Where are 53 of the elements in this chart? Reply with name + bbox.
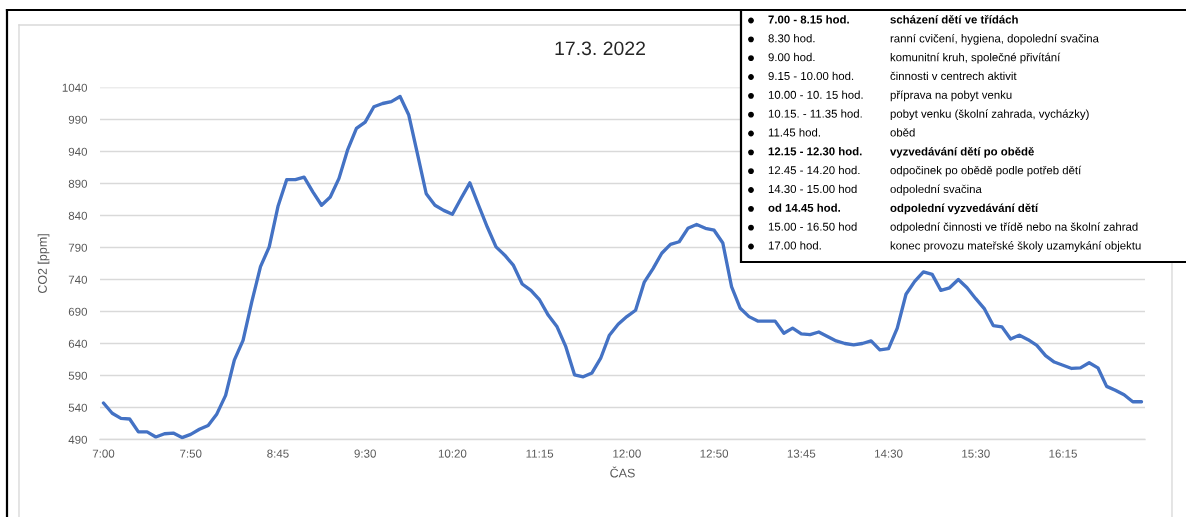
y-tick-label: 990 — [68, 115, 88, 124]
y-tick-label: 940 — [68, 147, 88, 156]
annotation: od 14.45 hod. — [768, 203, 840, 212]
x-tick-label: 16:15 — [1049, 449, 1077, 458]
annotation: odpočinek po obědě podle potřeb dětí — [890, 165, 1082, 177]
y-tick-label: 790 — [68, 243, 88, 252]
annotation: 14.30 - 15.00 hod — [768, 184, 857, 194]
x-tick-label: 13:45 — [787, 449, 816, 458]
annotation: 12.15 - 12.30 hod. — [768, 147, 862, 156]
chart-title: 17.3. 2022 — [555, 41, 645, 56]
x-tick-label: 7:50 — [180, 449, 202, 458]
annotation: odpolední činnosti ve třídě nebo na školní zahrad — [890, 222, 1138, 234]
text: scházení dětí ve třídách — [890, 14, 1018, 24]
text: komunitní kruh, společné přivítání — [890, 52, 1061, 64]
annotation: 12.45 - 14.20 hod. — [768, 165, 860, 175]
annotation: vyzvedávání dětí po obědě — [890, 146, 1034, 158]
y-tick-label: 1040 — [62, 83, 88, 92]
x-tick-label: 12:00 — [613, 449, 641, 458]
x-tick-label: 9:30 — [354, 449, 376, 458]
x-tick-label: 10:20 — [438, 449, 467, 458]
annotation: pobyt venku (školní zahrada, vycházky) — [890, 109, 1089, 121]
x-axis-title: ČAS — [610, 466, 635, 478]
y-tick-label: 890 — [68, 179, 88, 188]
annotation: konec provozu mateřské školy uzamykání objektu — [890, 241, 1141, 252]
y-tick-label: 590 — [68, 371, 88, 380]
annotation: odpolední vyzvedávání dětí — [890, 203, 1039, 215]
annotation: 15.00 - 16.50 hod — [768, 222, 857, 231]
y-tick-label: 640 — [68, 339, 88, 348]
x-tick-label: 11:15 — [526, 449, 554, 458]
annotation: příprava na pobyt venku — [890, 90, 1012, 102]
text: 7.00 - 8.15 hod. — [768, 15, 849, 24]
y-tick-label: 740 — [68, 275, 88, 284]
y-axis-title: CO2 [ppm] — [37, 234, 50, 294]
text: ranní cvičení, hygiena, dopolední svačina — [890, 33, 1099, 45]
annotation: 11.45 hod. — [768, 128, 820, 137]
annotation: 10.15. - 11.35 hod. — [768, 109, 862, 118]
annotation: 10.00 - 10. 15 hod. — [768, 90, 863, 99]
y-tick-label: 540 — [68, 403, 88, 412]
text: 9.00 hod. — [768, 52, 815, 62]
text: 8.30 hod. — [768, 34, 815, 43]
annotation: 17.00 hod. — [768, 241, 821, 250]
annotation: odpolední svačina — [890, 184, 982, 196]
x-tick-label: 15:30 — [962, 449, 990, 458]
x-tick-label: 7:00 — [92, 449, 115, 458]
text: činnosti v centrech aktivit — [890, 71, 1017, 81]
x-tick-label: 12:50 — [700, 449, 729, 458]
y-tick-label: 690 — [68, 307, 88, 316]
y-tick-label: 840 — [68, 211, 88, 220]
x-tick-label: 14:30 — [875, 449, 903, 458]
annotation: oběd — [890, 128, 915, 137]
x-tick-label: 8:45 — [267, 449, 289, 458]
text: 9.15 - 10.00 hod. — [768, 71, 854, 81]
y-tick-label: 490 — [68, 435, 88, 444]
